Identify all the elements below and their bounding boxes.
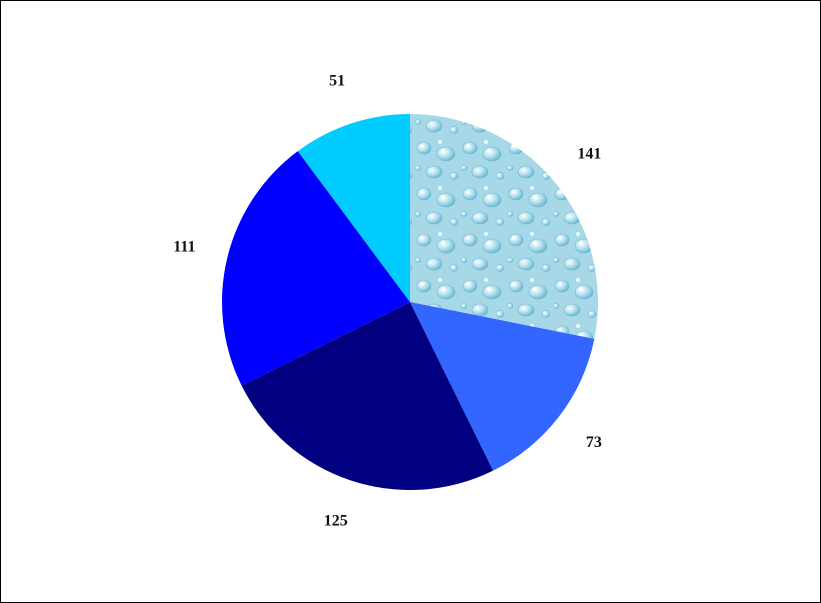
data-label-111: 111 — [173, 239, 195, 256]
pie-slice-51 — [297, 114, 410, 302]
pie-slice-125 — [241, 302, 494, 490]
data-label-125: 125 — [324, 512, 348, 529]
data-label-73: 73 — [586, 434, 602, 451]
pie-slice-73 — [410, 302, 595, 471]
data-label-51: 51 — [329, 72, 345, 89]
data-label-141: 141 — [577, 146, 601, 163]
pie-slice-141 — [410, 114, 598, 339]
pie-slice-111 — [222, 151, 410, 386]
